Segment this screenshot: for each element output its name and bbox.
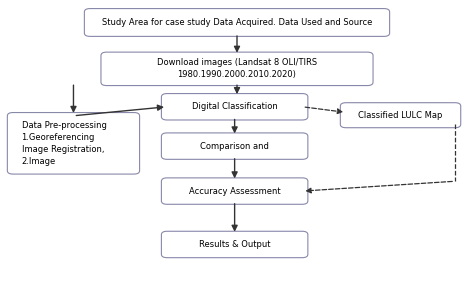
FancyBboxPatch shape xyxy=(161,178,308,204)
Text: Data Pre-processing
1.Georeferencing
Image Registration,
2.Image: Data Pre-processing 1.Georeferencing Ima… xyxy=(22,121,107,166)
FancyBboxPatch shape xyxy=(161,133,308,159)
FancyBboxPatch shape xyxy=(161,231,308,258)
Text: Comparison and: Comparison and xyxy=(200,142,269,151)
FancyBboxPatch shape xyxy=(7,113,140,174)
FancyBboxPatch shape xyxy=(101,52,373,86)
FancyBboxPatch shape xyxy=(161,94,308,120)
Text: Study Area for case study Data Acquired. Data Used and Source: Study Area for case study Data Acquired.… xyxy=(102,18,372,27)
Text: Digital Classification: Digital Classification xyxy=(192,102,277,111)
FancyBboxPatch shape xyxy=(340,103,461,128)
Text: Accuracy Assessment: Accuracy Assessment xyxy=(189,187,281,196)
Text: Download images (Landsat 8 OLI/TIRS
1980.1990.2000.2010.2020): Download images (Landsat 8 OLI/TIRS 1980… xyxy=(157,58,317,79)
FancyBboxPatch shape xyxy=(84,8,390,37)
Text: Classified LULC Map: Classified LULC Map xyxy=(358,111,443,120)
Text: Results & Output: Results & Output xyxy=(199,240,270,249)
